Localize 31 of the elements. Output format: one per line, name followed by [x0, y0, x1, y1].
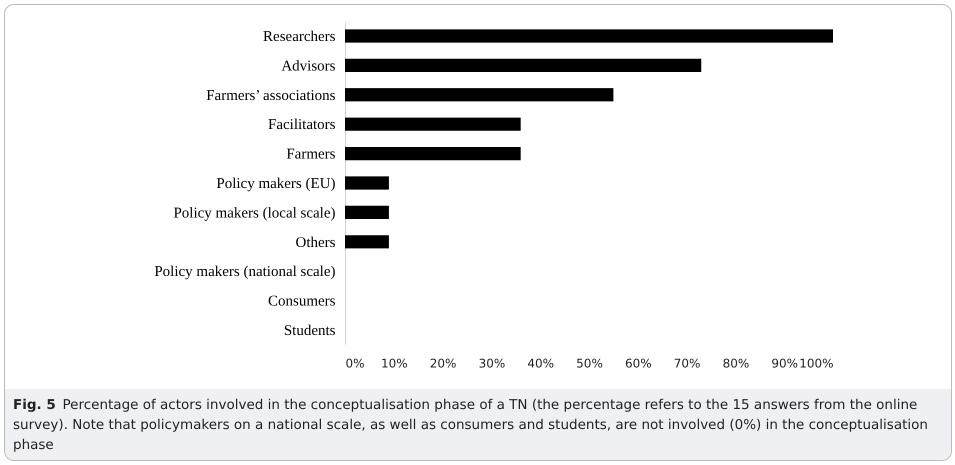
y-tick-label: Policy makers (local scale)	[173, 205, 336, 222]
bar	[345, 29, 833, 43]
x-tick-label: 20%	[430, 356, 456, 370]
bar	[345, 146, 521, 160]
x-tick-label: 50%	[576, 356, 603, 370]
y-tick-label: Students	[284, 323, 336, 340]
y-tick-label: Farmers’ associations	[206, 88, 336, 104]
x-tick-label: 10%	[380, 356, 408, 370]
caption: Fig. 5 Percentage of actors involved in the conceptualisation phase of a TN (the percentage refers to the 15 answers from the online survey). Note that policymakers on a national scale, as well as consumers and students, are not involved (0%) in the conceptualisation phase	[13, 396, 929, 455]
x-tick-label: 40%	[527, 356, 554, 370]
x-tick-label: 70%	[674, 356, 700, 370]
x-tick-label: 0%	[346, 356, 365, 370]
bar	[345, 88, 614, 102]
y-tick-label: Policy makers (national scale)	[154, 264, 336, 280]
bar	[345, 118, 521, 131]
bar	[345, 58, 702, 72]
x-tick-label: 100%	[799, 356, 834, 370]
y-tick-label: Policy makers (EU)	[216, 176, 336, 192]
y-tick-label: Consumers	[268, 294, 336, 310]
y-tick-label: Farmers	[286, 146, 336, 163]
y-tick-label: Advisors	[281, 58, 336, 74]
y-tick-label: Researchers	[263, 28, 336, 45]
x-tick-label: 80%	[722, 356, 750, 370]
bar	[345, 176, 389, 190]
x-tick-label: 30%	[478, 356, 506, 370]
y-tick-label: Facilitators	[268, 117, 336, 134]
bar	[345, 206, 389, 220]
y-tick-label: Others	[296, 234, 336, 251]
bar	[345, 235, 389, 248]
x-tick-label: 60%	[624, 356, 652, 370]
x-tick-label: 90%	[771, 356, 798, 370]
